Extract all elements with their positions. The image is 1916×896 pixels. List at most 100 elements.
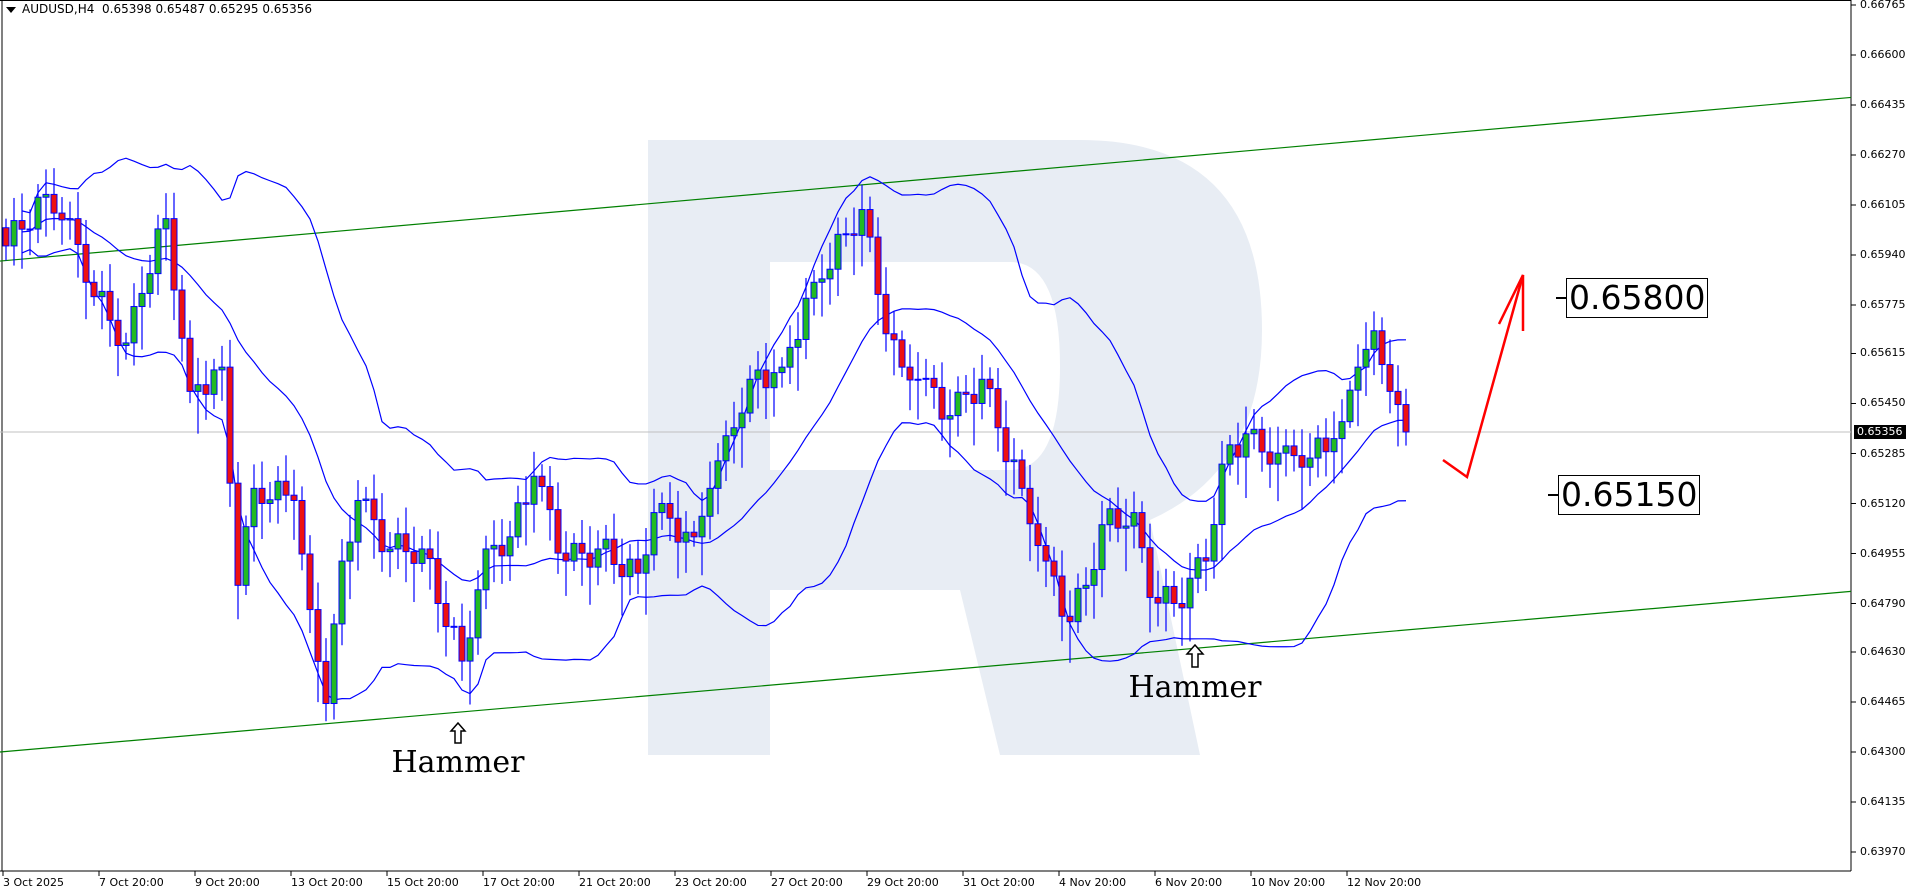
bear-candle	[634, 541, 642, 595]
candle-body	[514, 502, 522, 538]
candle-body	[634, 558, 642, 574]
candle-body	[474, 589, 482, 639]
candle-body	[282, 480, 290, 496]
bull-candle	[826, 242, 834, 305]
candle-body	[154, 228, 162, 275]
candle-body	[714, 460, 722, 489]
bear-candle	[370, 474, 378, 559]
bull-candle	[26, 209, 34, 256]
bull-candle	[794, 312, 802, 391]
bear-candle	[906, 344, 914, 411]
candle-body	[434, 558, 442, 604]
price-tick-label: 0.65450	[1860, 396, 1906, 410]
time-tick-label: 15 Oct 20:00	[387, 876, 459, 889]
price-tick-label: 0.64465	[1860, 694, 1906, 708]
candle-body	[626, 558, 634, 578]
candle-body	[698, 515, 706, 538]
bear-candle	[178, 274, 186, 362]
bear-candle	[290, 469, 298, 540]
candle-body	[1274, 452, 1282, 465]
time-tick-label: 23 Oct 20:00	[675, 876, 747, 889]
bull-candle	[714, 443, 722, 515]
bull-candle	[626, 544, 634, 596]
candle-body	[186, 337, 194, 392]
axis-ticks	[2, 4, 1856, 876]
bull-candle	[1370, 311, 1378, 376]
candle-body	[410, 551, 418, 564]
price-tick-label: 0.66270	[1860, 148, 1906, 161]
candle-body	[506, 536, 514, 557]
candle-body	[1378, 330, 1386, 366]
candle-body	[794, 338, 802, 348]
candle-body	[258, 487, 266, 504]
candle-body	[610, 538, 618, 565]
candle-body	[946, 415, 954, 420]
bear-candle	[690, 520, 698, 547]
bull-candle	[394, 517, 402, 570]
candle-body	[138, 292, 146, 308]
candle-body	[1258, 428, 1266, 453]
bull-candle	[514, 485, 522, 548]
bear-candle	[1402, 388, 1410, 446]
candle-body	[170, 218, 178, 291]
bull-candle	[162, 193, 170, 261]
candle-body	[650, 512, 658, 556]
candle-body	[1218, 463, 1226, 526]
forecast-arrow[interactable]	[1442, 274, 1525, 480]
bear-candle	[226, 339, 234, 507]
bull-candle	[530, 451, 538, 533]
bull-candle	[842, 217, 850, 247]
bear-candle	[1138, 501, 1146, 563]
bull-candle	[786, 325, 794, 385]
trend-channel[interactable]	[0, 96, 1852, 753]
bull-candle	[1074, 573, 1082, 633]
bear-candle	[90, 270, 98, 306]
bear-candle	[234, 462, 242, 620]
bull-candle	[34, 184, 42, 244]
time-tick-label: 12 Nov 20:00	[1347, 876, 1422, 889]
candle-body	[1010, 459, 1018, 463]
bull-candle	[1314, 425, 1322, 478]
bear-candle	[1386, 339, 1394, 414]
candle-body	[1402, 404, 1410, 433]
candle-body	[1058, 575, 1066, 617]
price-tick-label: 0.64790	[1860, 596, 1906, 610]
bull-candle	[1010, 438, 1018, 495]
candle-body	[682, 531, 690, 543]
candle-body	[1346, 389, 1354, 423]
bear-candle	[1114, 487, 1122, 543]
bear-candle	[1266, 427, 1274, 488]
candles	[2, 168, 1410, 722]
candle-body	[1290, 445, 1298, 457]
dropdown-triangle-icon[interactable]	[6, 6, 16, 13]
candle-body	[178, 289, 186, 339]
candle-body	[922, 377, 930, 380]
candle-body	[66, 218, 74, 221]
bull-candle	[1122, 498, 1130, 572]
candle-body	[1250, 428, 1258, 435]
bull-candle	[242, 515, 250, 596]
bull-candle	[482, 535, 490, 610]
bull-candle	[978, 354, 986, 420]
candle-body	[2, 227, 10, 247]
target-level-tick	[1556, 297, 1566, 299]
candle-body	[1114, 508, 1122, 529]
bull-candle	[250, 464, 258, 562]
bull-candle	[810, 269, 818, 316]
bear-candle	[578, 519, 586, 586]
candle-body	[1098, 524, 1106, 571]
candle-body	[1122, 525, 1130, 529]
bear-candle	[938, 362, 946, 441]
bull-candle	[706, 461, 714, 540]
bear-candle	[58, 197, 66, 245]
time-tick-label: 29 Oct 20:00	[867, 876, 939, 889]
candle-body	[786, 346, 794, 368]
candle-body	[618, 563, 626, 578]
bull-candle	[1274, 426, 1282, 502]
bear-candle	[1290, 429, 1298, 472]
candle-body	[858, 209, 866, 236]
bear-candle	[258, 461, 266, 539]
candle-body	[1322, 437, 1330, 453]
candle-body	[970, 393, 978, 404]
